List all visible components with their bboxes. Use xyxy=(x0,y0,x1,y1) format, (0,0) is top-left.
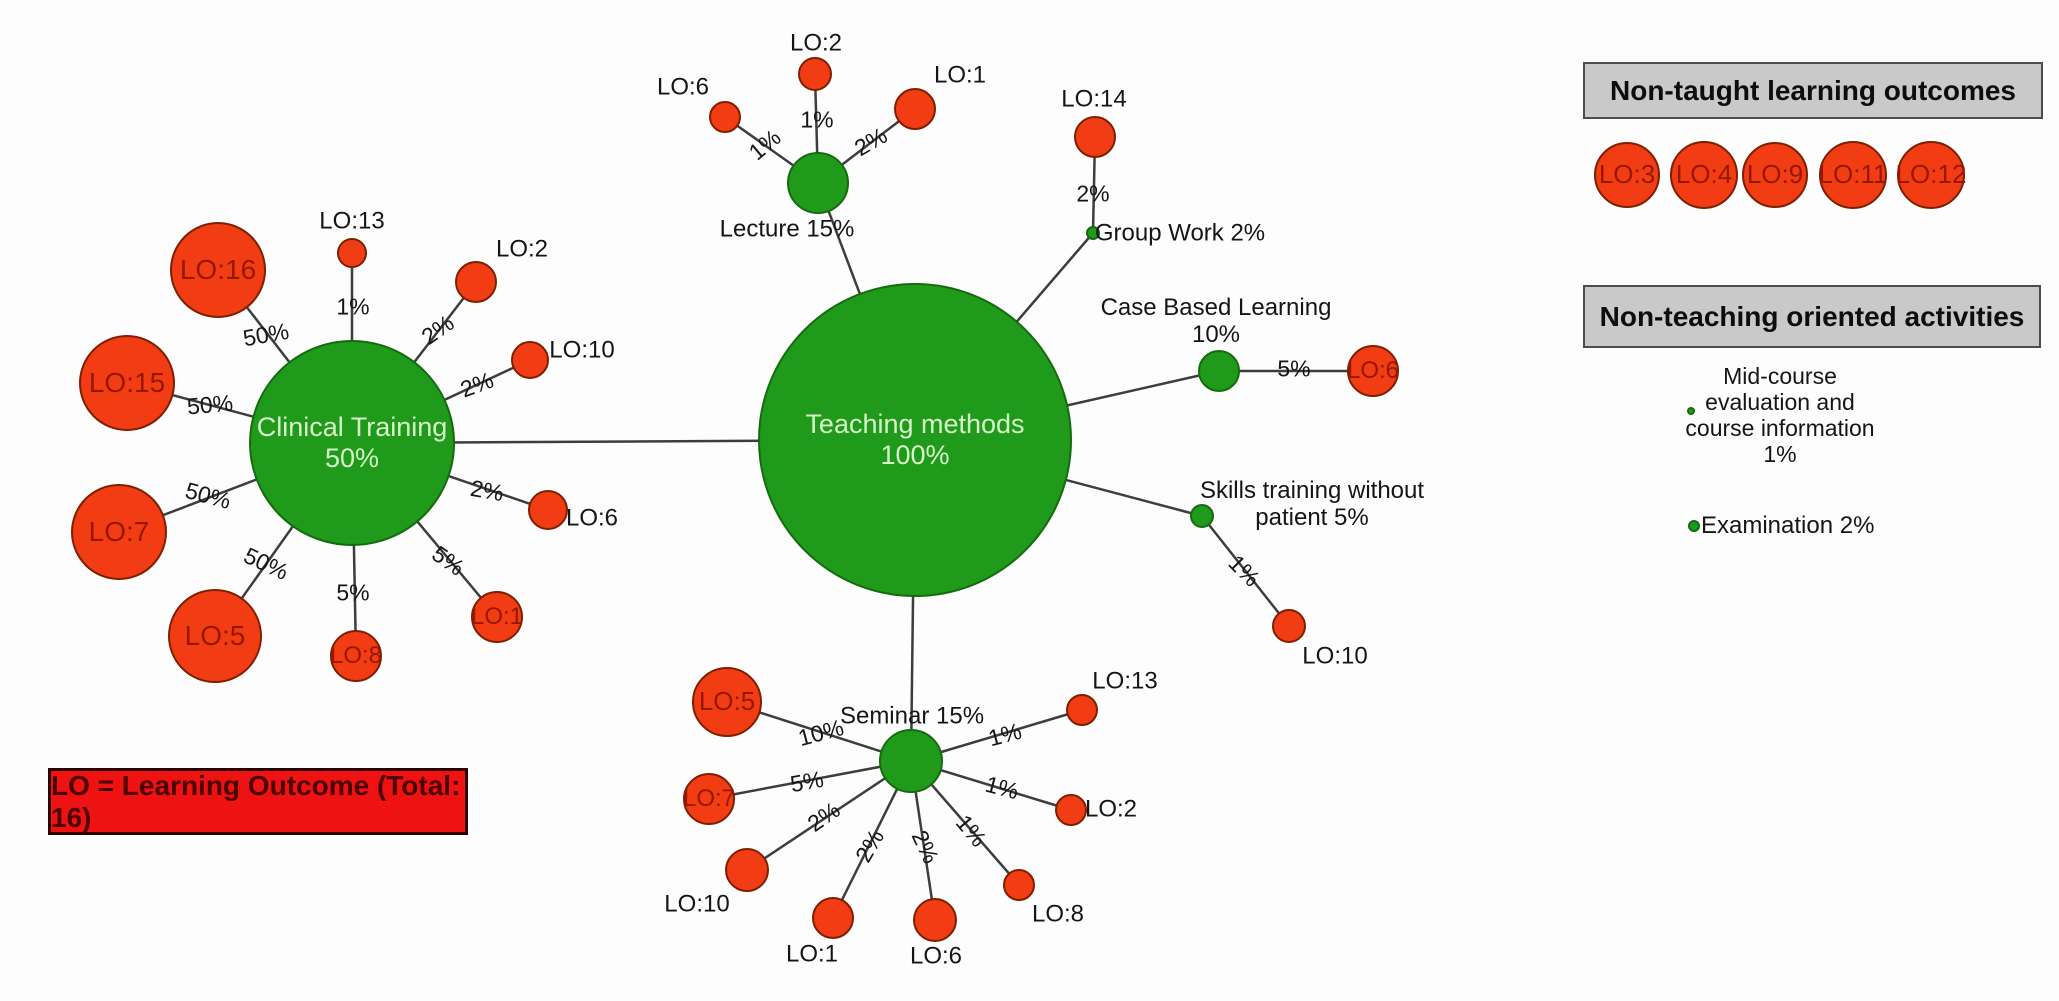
node-label-se-lo7: LO:7 xyxy=(682,785,736,813)
edge-label-clinical-c-lo13: 1% xyxy=(336,293,370,320)
node-nt-lo11: LO:11 xyxy=(1819,141,1887,209)
node-seminar xyxy=(879,729,943,793)
node-label-l-lo2: LO:2 xyxy=(789,29,843,57)
node-c-lo8: LO:8 xyxy=(330,630,382,682)
legend-box: LO = Learning Outcome (Total: 16) xyxy=(48,768,468,835)
edge-seminar-se-lo7 xyxy=(708,759,912,801)
node-label-c-lo13: LO:13 xyxy=(319,207,385,235)
node-se-lo5: LO:5 xyxy=(692,667,762,737)
node-nt-lo9: LO:9 xyxy=(1742,142,1808,208)
node-label-cbl: Case Based Learning 10% xyxy=(1100,294,1332,348)
node-label-se-lo8: LO:8 xyxy=(1031,900,1085,928)
node-g-lo14 xyxy=(1074,116,1116,158)
node-label-c-lo15: LO:15 xyxy=(88,366,166,398)
node-label-c-lo6: LO:6 xyxy=(565,504,619,532)
edge-label-clinical-c-lo15: 50% xyxy=(185,389,235,420)
edge-label-clinical-c-lo8: 5% xyxy=(336,579,370,606)
node-l-lo6 xyxy=(709,101,741,133)
node-label-cb-lo6: LO:6 xyxy=(1346,357,1400,385)
node-label-c-lo1: LO:1 xyxy=(470,603,524,631)
node-c-lo5: LO:5 xyxy=(168,589,262,683)
node-c-lo15: LO:15 xyxy=(79,335,175,431)
node-c-lo2 xyxy=(455,261,497,303)
non-teaching-header: Non-teaching oriented activities xyxy=(1583,285,2041,348)
node-label-c-lo5: LO:5 xyxy=(184,619,246,651)
edge-skills-s-lo10 xyxy=(1201,515,1290,627)
node-se-lo2 xyxy=(1055,794,1087,826)
node-label-l-lo6: LO:6 xyxy=(656,73,710,101)
node-groupwork xyxy=(1086,226,1100,240)
node-label-skills: Skills training without patient 5% xyxy=(1199,477,1425,531)
node-c-lo16: LO:16 xyxy=(170,222,266,318)
node-s-lo10 xyxy=(1272,609,1306,643)
node-label-seminar: Seminar 15% xyxy=(839,702,985,730)
edge-label-groupwork-g-lo14: 2% xyxy=(1076,180,1110,207)
node-label-c-lo10: LO:10 xyxy=(549,336,615,364)
edge-label-cbl-cb-lo6: 5% xyxy=(1277,355,1311,382)
examination-label: Examination 2% xyxy=(1701,512,1875,539)
node-c-lo7: LO:7 xyxy=(71,484,167,580)
edge-label-clinical-c-lo6: 2% xyxy=(468,474,506,507)
node-label-nt-lo4: LO:4 xyxy=(1675,159,1733,190)
node-c-lo6 xyxy=(528,490,568,530)
non-taught-header: Non-taught learning outcomes xyxy=(1583,62,2043,119)
legend-text: LO = Learning Outcome (Total: 16) xyxy=(51,769,461,833)
non-taught-title: Non-taught learning outcomes xyxy=(1610,74,2016,106)
node-label-s-lo10: LO:10 xyxy=(1302,642,1368,670)
node-label-se-lo2: LO:2 xyxy=(1084,795,1138,823)
node-l-lo2 xyxy=(798,57,832,91)
node-cb-lo6: LO:6 xyxy=(1347,345,1399,397)
node-nt-lo3: LO:3 xyxy=(1594,142,1660,208)
node-exam-dot xyxy=(1688,520,1700,532)
node-label-se-lo5: LO:5 xyxy=(698,686,756,717)
node-label-nt-lo11: LO:11 xyxy=(1818,159,1888,190)
node-label-groupwork: Group Work 2% xyxy=(1094,219,1266,247)
node-se-lo7: LO:7 xyxy=(683,773,735,825)
node-label-se-lo13: LO:13 xyxy=(1092,667,1158,695)
non-teaching-title: Non-teaching oriented activities xyxy=(1599,300,2025,332)
node-label-nt-lo9: LO:9 xyxy=(1746,159,1804,190)
node-clinical: Clinical Training 50% xyxy=(249,340,455,546)
node-cbl xyxy=(1198,350,1240,392)
node-label-l-lo1: LO:1 xyxy=(933,61,987,89)
node-label-se-lo6: LO:6 xyxy=(909,942,963,970)
node-c-lo10 xyxy=(511,341,549,379)
node-l-lo1 xyxy=(894,88,936,130)
node-se-lo1 xyxy=(812,897,854,939)
node-nt-lo12: LO:12 xyxy=(1895,141,1967,209)
node-label-c-lo16: LO:16 xyxy=(179,253,257,285)
node-se-lo8 xyxy=(1003,869,1035,901)
node-label-teaching: Teaching methods 100% xyxy=(805,408,1025,470)
node-teaching: Teaching methods 100% xyxy=(758,283,1072,597)
edge-label-seminar-se-lo7: 5% xyxy=(788,765,826,798)
mid-course-label: Mid-course evaluation and course informa… xyxy=(1685,363,1875,467)
node-label-g-lo14: LO:14 xyxy=(1061,85,1127,113)
node-label-clinical: Clinical Training 50% xyxy=(256,411,448,473)
node-se-lo13 xyxy=(1066,694,1098,726)
node-midcourse-dot xyxy=(1687,407,1695,415)
node-label-c-lo7: LO:7 xyxy=(88,515,150,547)
node-c-lo13 xyxy=(337,238,367,268)
edge-label-lecture-l-lo2: 1% xyxy=(800,106,834,133)
node-label-nt-lo12: LO:12 xyxy=(1895,159,1967,190)
node-c-lo1: LO:1 xyxy=(471,591,523,643)
node-label-nt-lo3: LO:3 xyxy=(1598,159,1656,190)
node-se-lo6 xyxy=(913,898,957,942)
node-label-se-lo10: LO:10 xyxy=(664,890,730,918)
node-label-lecture: Lecture 15% xyxy=(719,215,855,243)
node-skills xyxy=(1190,504,1214,528)
node-label-c-lo8: LO:8 xyxy=(329,642,383,670)
node-lecture xyxy=(787,152,849,214)
node-nt-lo4: LO:4 xyxy=(1670,141,1738,209)
node-se-lo10 xyxy=(725,848,769,892)
node-label-se-lo1: LO:1 xyxy=(785,940,839,968)
node-label-c-lo2: LO:2 xyxy=(495,235,549,263)
